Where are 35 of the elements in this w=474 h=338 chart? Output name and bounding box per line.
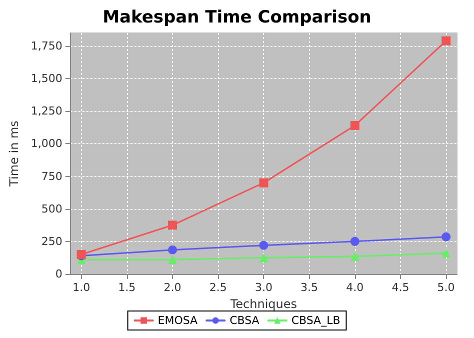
y-tick-label: 500 — [41, 202, 62, 216]
y-tick-label: 750 — [41, 170, 62, 183]
point — [168, 245, 178, 254]
x-tick-label: 3.5 — [300, 281, 318, 294]
point — [259, 178, 268, 188]
point — [350, 120, 360, 130]
x-tick-label: 1.0 — [72, 281, 90, 294]
point — [259, 253, 268, 262]
chart-title: Makespan Time Comparison — [102, 8, 372, 28]
x-tick-label: 5.0 — [437, 281, 455, 294]
point — [350, 252, 360, 261]
y-tick-label: 1,750 — [30, 40, 62, 53]
y-tick-label: 250 — [41, 234, 62, 248]
legend-label: CBSA — [230, 314, 260, 327]
point — [442, 232, 451, 242]
x-tick-label: 1.5 — [118, 281, 136, 294]
x-axis-title: Techniques — [229, 296, 298, 311]
point — [442, 248, 451, 258]
y-tick-label: 1,250 — [30, 104, 62, 118]
x-tick-label: 2.0 — [164, 281, 182, 294]
point — [168, 220, 178, 230]
point — [168, 255, 178, 264]
y-tick-label: 1,000 — [30, 137, 62, 150]
point — [350, 236, 360, 246]
x-tick-label: 2.5 — [209, 281, 227, 294]
x-tick-label: 4.5 — [392, 281, 410, 294]
y-tick-label: 1,500 — [30, 72, 62, 86]
point — [442, 36, 451, 46]
y-axis-title: Time in ms — [7, 120, 21, 188]
x-tick-label: 3.0 — [254, 281, 272, 294]
legend-label: EMOSA — [158, 314, 198, 327]
y-tick-label: 0 — [55, 268, 62, 280]
point — [259, 240, 268, 250]
x-tick-label: 4.0 — [346, 281, 364, 294]
legend-label: CBSA_LB — [291, 314, 340, 327]
